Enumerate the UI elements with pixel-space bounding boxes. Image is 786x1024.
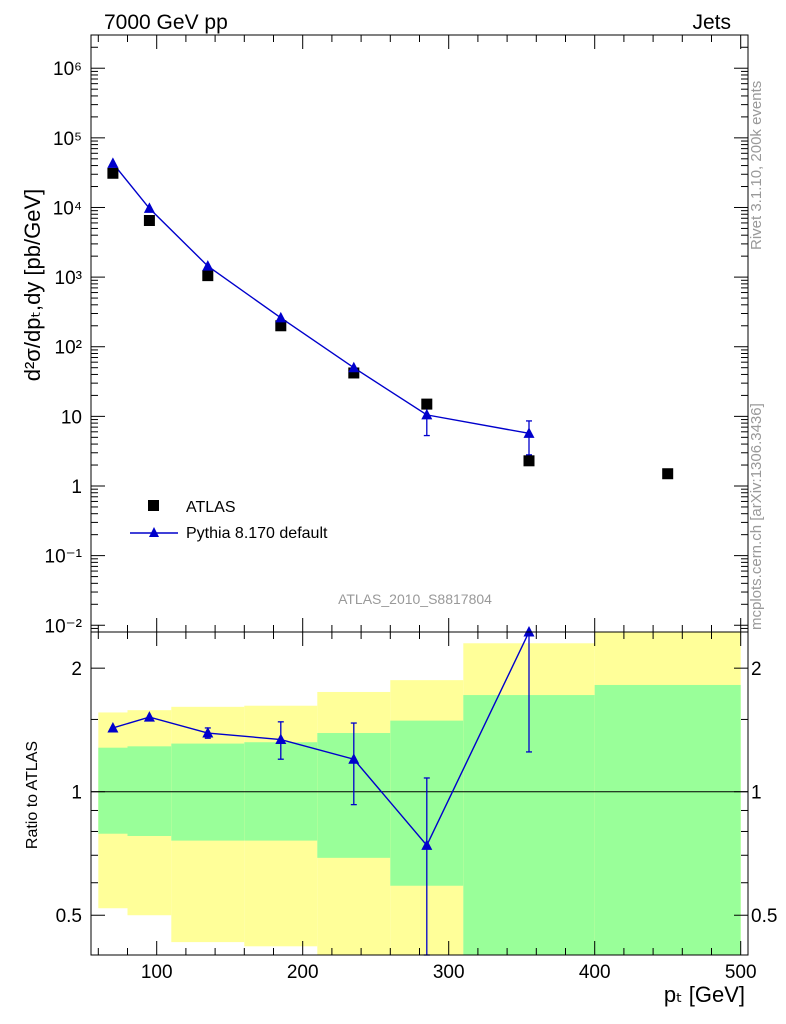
pythia-data-point: [421, 408, 433, 420]
pythia-data-point: [275, 311, 287, 323]
main-y-tick-label: 10⁶: [53, 59, 82, 80]
x-axis-label: pₜ [GeV]: [664, 982, 745, 1007]
ratio-data-point: [202, 727, 214, 738]
pythia-data-point: [107, 157, 119, 168]
ratio-data-point: [275, 733, 287, 745]
plot-title-right: Jets: [692, 11, 731, 34]
ratio-inner-band: [594, 684, 741, 955]
ratio-y-tick-label: 2: [71, 659, 82, 680]
ratio-y-axis-label: Ratio to ATLAS: [24, 741, 41, 849]
ratio-inner-band: [127, 746, 172, 836]
atlas-data-point: [421, 398, 433, 410]
main-y-tick-label: 10³: [55, 268, 82, 289]
main-panel: 10⁶ 10⁵ 10⁴ 10³ 10² 10 1 10⁻¹ 10⁻² d²σ/dpₜ,dy [p…: [20, 34, 749, 637]
ratio-uncertainty-bands: [98, 632, 741, 955]
atlas-data-point: [202, 270, 214, 282]
atlas-data-point: [348, 367, 360, 379]
rivet-info-label: Rivet 3.1.10, 200k events: [748, 81, 765, 250]
pythia-data-point: [348, 361, 360, 373]
main-axis-ticks: [91, 34, 748, 633]
ratio-panel: 0.5 0.5 1 1 2 2 100 200 300 400 500 Ratio to ATLAS…: [24, 626, 777, 1007]
ratio-y-tick-label-right: 1: [751, 783, 762, 804]
ratio-data-point: [143, 711, 155, 722]
ratio-tick-labels: 0.5 0.5 1 1 2 2 100 200 300 400 500: [56, 659, 778, 983]
main-y-axis-label: d²σ/dpₜ,dy [pb/GeV]: [20, 189, 45, 382]
main-data-marks: [107, 157, 674, 480]
ratio-data-point: [348, 753, 360, 764]
ratio-y-tick-label: 1: [71, 783, 82, 804]
plot-title-left: 7000 GeV pp: [104, 11, 228, 34]
x-tick-label: 400: [579, 962, 611, 983]
pythia-data-point: [143, 202, 155, 213]
main-y-tick-label: 1: [71, 477, 82, 498]
legend-pythia-label: Pythia 8.170 default: [186, 525, 328, 542]
main-y-tick-label: 10²: [55, 338, 82, 359]
main-y-tick-label: 10⁴: [53, 198, 82, 219]
ratio-data-point: [107, 721, 119, 733]
atlas-data-point: [662, 468, 674, 480]
main-panel-frame: [90, 34, 749, 633]
atlas-data-point: [523, 455, 535, 467]
ratio-axis-ticks: [91, 632, 748, 955]
main-y-tick-label: 10⁻¹: [45, 547, 83, 568]
main-y-tick-label: 10⁵: [53, 129, 82, 150]
analysis-label: ATLAS_2010_S8817804: [338, 591, 492, 607]
ratio-y-tick-label-right: 0.5: [751, 906, 777, 927]
main-y-tick-label: 10⁻²: [45, 616, 83, 637]
x-tick-label: 500: [725, 962, 757, 983]
legend: ATLAS Pythia 8.170 default: [130, 499, 328, 542]
main-y-tick-label: 10: [61, 407, 82, 428]
x-tick-label: 200: [287, 962, 319, 983]
legend-atlas-label: ATLAS: [186, 499, 236, 516]
x-tick-label: 100: [141, 962, 173, 983]
atlas-data-point: [275, 320, 287, 332]
ratio-inner-band: [98, 747, 128, 834]
atlas-data-point: [107, 167, 119, 179]
pythia-data-point: [202, 260, 214, 271]
ratio-data-point: [421, 839, 433, 850]
ratio-data-point: [523, 626, 535, 637]
ratio-data-marks: [107, 626, 535, 956]
pythia-data-point: [523, 427, 535, 438]
ratio-y-tick-label: 0.5: [56, 906, 82, 927]
mcplots-label: mcplots.cern.ch [arXiv:1306.3436]: [748, 403, 765, 630]
legend-atlas-marker: [148, 500, 159, 511]
pythia-series-line: [112, 162, 530, 435]
ratio-y-tick-label-right: 2: [751, 659, 762, 680]
x-tick-label: 300: [433, 962, 465, 983]
legend-pythia-marker: [149, 527, 159, 537]
atlas-data-point: [143, 215, 155, 227]
main-y-tick-labels: 10⁶ 10⁵ 10⁴ 10³ 10² 10 1 10⁻¹ 10⁻²: [45, 59, 83, 637]
